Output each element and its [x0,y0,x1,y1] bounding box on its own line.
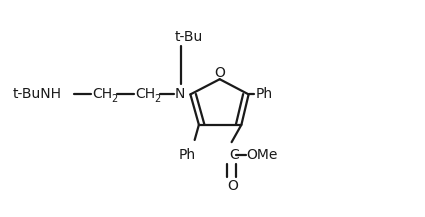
Text: 2: 2 [154,94,161,104]
Text: N: N [175,87,185,101]
Text: O: O [214,66,225,80]
Text: 2: 2 [111,94,118,104]
Text: O: O [227,179,238,192]
Text: t-Bu: t-Bu [174,30,202,44]
Text: CH: CH [135,87,155,101]
Text: Ph: Ph [256,87,273,101]
Text: C: C [230,148,239,162]
Text: OMe: OMe [246,148,278,162]
Text: Ph: Ph [178,148,196,162]
Text: t-BuNH: t-BuNH [13,87,62,101]
Text: CH: CH [92,87,112,101]
